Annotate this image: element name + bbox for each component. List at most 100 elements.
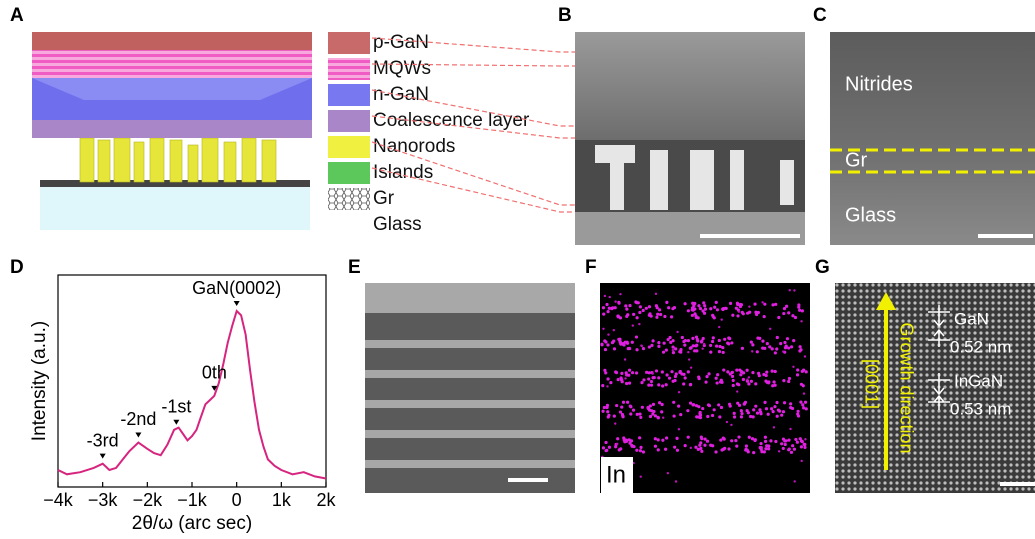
in-signal [612, 339, 616, 343]
in-signal [732, 415, 737, 419]
in-signal [604, 440, 608, 445]
in-signal [663, 314, 667, 319]
in-signal [757, 374, 761, 378]
in-signal [789, 450, 794, 454]
in-signal [741, 377, 746, 382]
in-signal [747, 376, 751, 379]
in-signal [740, 411, 744, 416]
in-signal [787, 379, 791, 384]
annotation: -3rd [87, 430, 119, 450]
in-signal [649, 383, 654, 387]
annotation-marker [173, 419, 180, 425]
in-signal [700, 449, 704, 453]
data-line [57, 309, 327, 480]
in-signal [753, 302, 757, 306]
in-signal [777, 315, 781, 320]
in-signal [760, 450, 764, 454]
in-signal [638, 436, 642, 440]
in-signal [635, 348, 639, 352]
in-signal [673, 445, 677, 449]
in-signal [731, 378, 735, 383]
in-signal [686, 370, 690, 374]
in-signal [734, 438, 738, 443]
in-signal [726, 370, 730, 374]
in-signal [713, 305, 717, 309]
in-signal [700, 437, 704, 441]
in-signal [617, 337, 621, 341]
in-signal [695, 349, 699, 353]
in-signal [624, 371, 628, 375]
in-signal [699, 340, 704, 344]
in-signal [803, 442, 807, 447]
legend-swatch [328, 32, 370, 54]
in-signal [777, 450, 781, 453]
in-signal [609, 380, 613, 385]
in-signal [787, 447, 791, 451]
panel-letter: G [815, 257, 830, 278]
in-signal [638, 322, 641, 326]
in-signal [626, 400, 630, 404]
in-signal [691, 403, 695, 407]
in-signal [731, 313, 735, 317]
in-signal [624, 304, 628, 308]
in-signal [744, 448, 748, 452]
in-signal [607, 333, 610, 336]
eds-map [600, 283, 810, 493]
in-signal [661, 438, 665, 442]
in-signal [698, 307, 703, 311]
in-signal [665, 300, 669, 304]
in-signal [719, 378, 723, 382]
in-signal [667, 376, 672, 380]
layer-name: InGaN [954, 371, 1003, 390]
in-signal [606, 410, 610, 414]
in-signal [718, 344, 722, 349]
in-signal [765, 370, 769, 374]
in-signal [782, 311, 786, 316]
in-signal [635, 448, 639, 452]
in-signal [751, 343, 755, 347]
in-signal [677, 404, 681, 408]
in-signal [730, 423, 733, 427]
in-signal [647, 371, 651, 375]
in-signal [772, 380, 776, 384]
layer-label: Glass [845, 204, 896, 226]
in-signal [694, 445, 698, 449]
in-signal [630, 443, 634, 447]
in-signal [605, 403, 610, 408]
in-signal [737, 403, 742, 407]
in-signal [749, 340, 753, 344]
sem-image [575, 32, 805, 245]
in-signal [654, 369, 659, 373]
in-signal [714, 450, 718, 454]
in-signal [763, 400, 767, 404]
in-signal [802, 392, 806, 395]
in-signal [601, 384, 605, 388]
layer-label: Gr [845, 149, 868, 171]
in-signal [647, 383, 651, 387]
label-box [601, 457, 633, 493]
x-tick-label: −2k [133, 490, 164, 510]
in-signal [617, 448, 621, 452]
legend-swatch [328, 136, 370, 158]
in-signal [657, 344, 661, 348]
in-signal [641, 450, 646, 454]
in-signal [801, 384, 805, 388]
in-signal [764, 407, 769, 411]
in-signal [612, 414, 616, 418]
in-signal [762, 315, 766, 319]
in-signal [621, 342, 625, 346]
panel-letter: C [813, 5, 827, 26]
in-signal [673, 378, 677, 383]
legend-swatch [328, 188, 370, 210]
x-tick-label: 1k [272, 490, 292, 510]
in-signal [634, 300, 638, 304]
in-signal [712, 408, 716, 412]
in-signal [694, 335, 699, 339]
in-signal [707, 372, 711, 376]
in-signal [712, 316, 716, 320]
in-signal [764, 379, 768, 383]
in-signal [652, 409, 656, 414]
in-signal [605, 448, 609, 452]
in-signal [721, 307, 725, 312]
